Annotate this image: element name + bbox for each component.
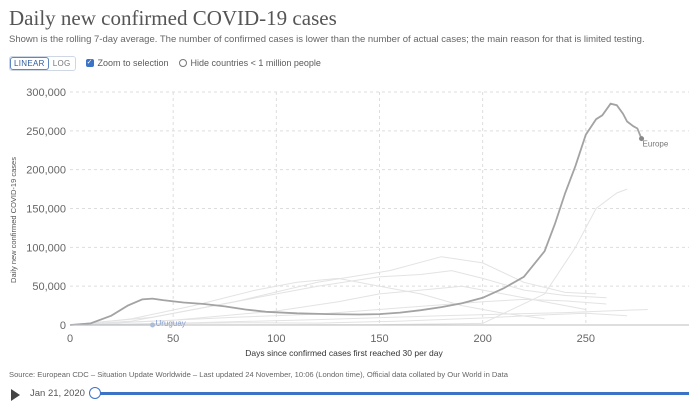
series-label-europe: Europe bbox=[643, 140, 669, 149]
zoom-to-selection-label: Zoom to selection bbox=[97, 58, 169, 68]
line-chart: Europe Uruguay 0 50,000 100,000 150,000 200,0… bbox=[9, 87, 689, 358]
linear-scale-button[interactable]: LINEAR bbox=[10, 56, 49, 70]
timeline-date: Jan 21, 2020 bbox=[30, 388, 85, 399]
series-layer: Europe Uruguay bbox=[69, 102, 669, 328]
y-tick-label: 50,000 bbox=[32, 281, 66, 293]
x-tick-label: 100 bbox=[267, 333, 285, 345]
x-tick-label: 250 bbox=[577, 333, 595, 345]
background-series-line bbox=[69, 298, 607, 326]
x-axis-label: Days since confirmed cases first reached… bbox=[245, 348, 443, 358]
y-tick-label: 0 bbox=[60, 320, 66, 332]
x-tick-label: 150 bbox=[370, 333, 388, 345]
background-series-line bbox=[69, 285, 586, 326]
timeline-handle[interactable] bbox=[89, 387, 101, 399]
series-line-europe[interactable] bbox=[69, 102, 643, 326]
checkbox-checked-icon[interactable]: ✓ bbox=[85, 59, 94, 67]
y-axis-label: Daily new confirmed COVID-19 cases bbox=[9, 157, 18, 283]
series-label-uruguay: Uruguay bbox=[156, 319, 186, 328]
x-tick-label: 200 bbox=[473, 333, 491, 345]
y-tick-label: 150,000 bbox=[26, 204, 66, 216]
axis-layer: 0 50,000 100,000 150,000 200,000 250,000 300,0… bbox=[26, 87, 689, 345]
radio-unchecked-icon[interactable] bbox=[178, 59, 187, 67]
background-series-line bbox=[69, 188, 628, 326]
source-note: Source: European CDC – Situation Update … bbox=[9, 370, 508, 379]
timeline-track[interactable] bbox=[98, 392, 689, 395]
hide-small-countries-option[interactable]: Hide countries < 1 million people bbox=[178, 58, 321, 68]
zoom-to-selection-option[interactable]: ✓ Zoom to selection bbox=[85, 58, 169, 68]
play-icon[interactable] bbox=[11, 389, 20, 401]
timeline: Jan 21, 2020 bbox=[0, 386, 689, 403]
y-tick-label: 100,000 bbox=[26, 242, 66, 254]
x-tick-label: 0 bbox=[67, 333, 73, 345]
chart-title: Daily new confirmed COVID-19 cases bbox=[9, 6, 337, 30]
y-tick-label: 300,000 bbox=[26, 87, 66, 99]
y-tick-label: 250,000 bbox=[26, 126, 66, 138]
log-scale-button[interactable]: LOG bbox=[48, 56, 75, 70]
series-endpoint-europe[interactable] bbox=[639, 136, 645, 142]
background-series-line bbox=[69, 309, 648, 326]
x-tick-label: 50 bbox=[167, 333, 179, 345]
background-series-line bbox=[69, 312, 628, 326]
background-series-line bbox=[69, 277, 545, 326]
scale-toggle: LINEAR LOG bbox=[9, 55, 76, 71]
hide-small-countries-label: Hide countries < 1 million people bbox=[190, 58, 321, 68]
y-tick-label: 200,000 bbox=[26, 165, 66, 177]
chart-controls: LINEAR LOG ✓ Zoom to selection Hide coun… bbox=[9, 55, 321, 71]
chart-subtitle: Shown is the rolling 7-day average. The … bbox=[9, 34, 645, 45]
background-series-line bbox=[69, 256, 597, 326]
